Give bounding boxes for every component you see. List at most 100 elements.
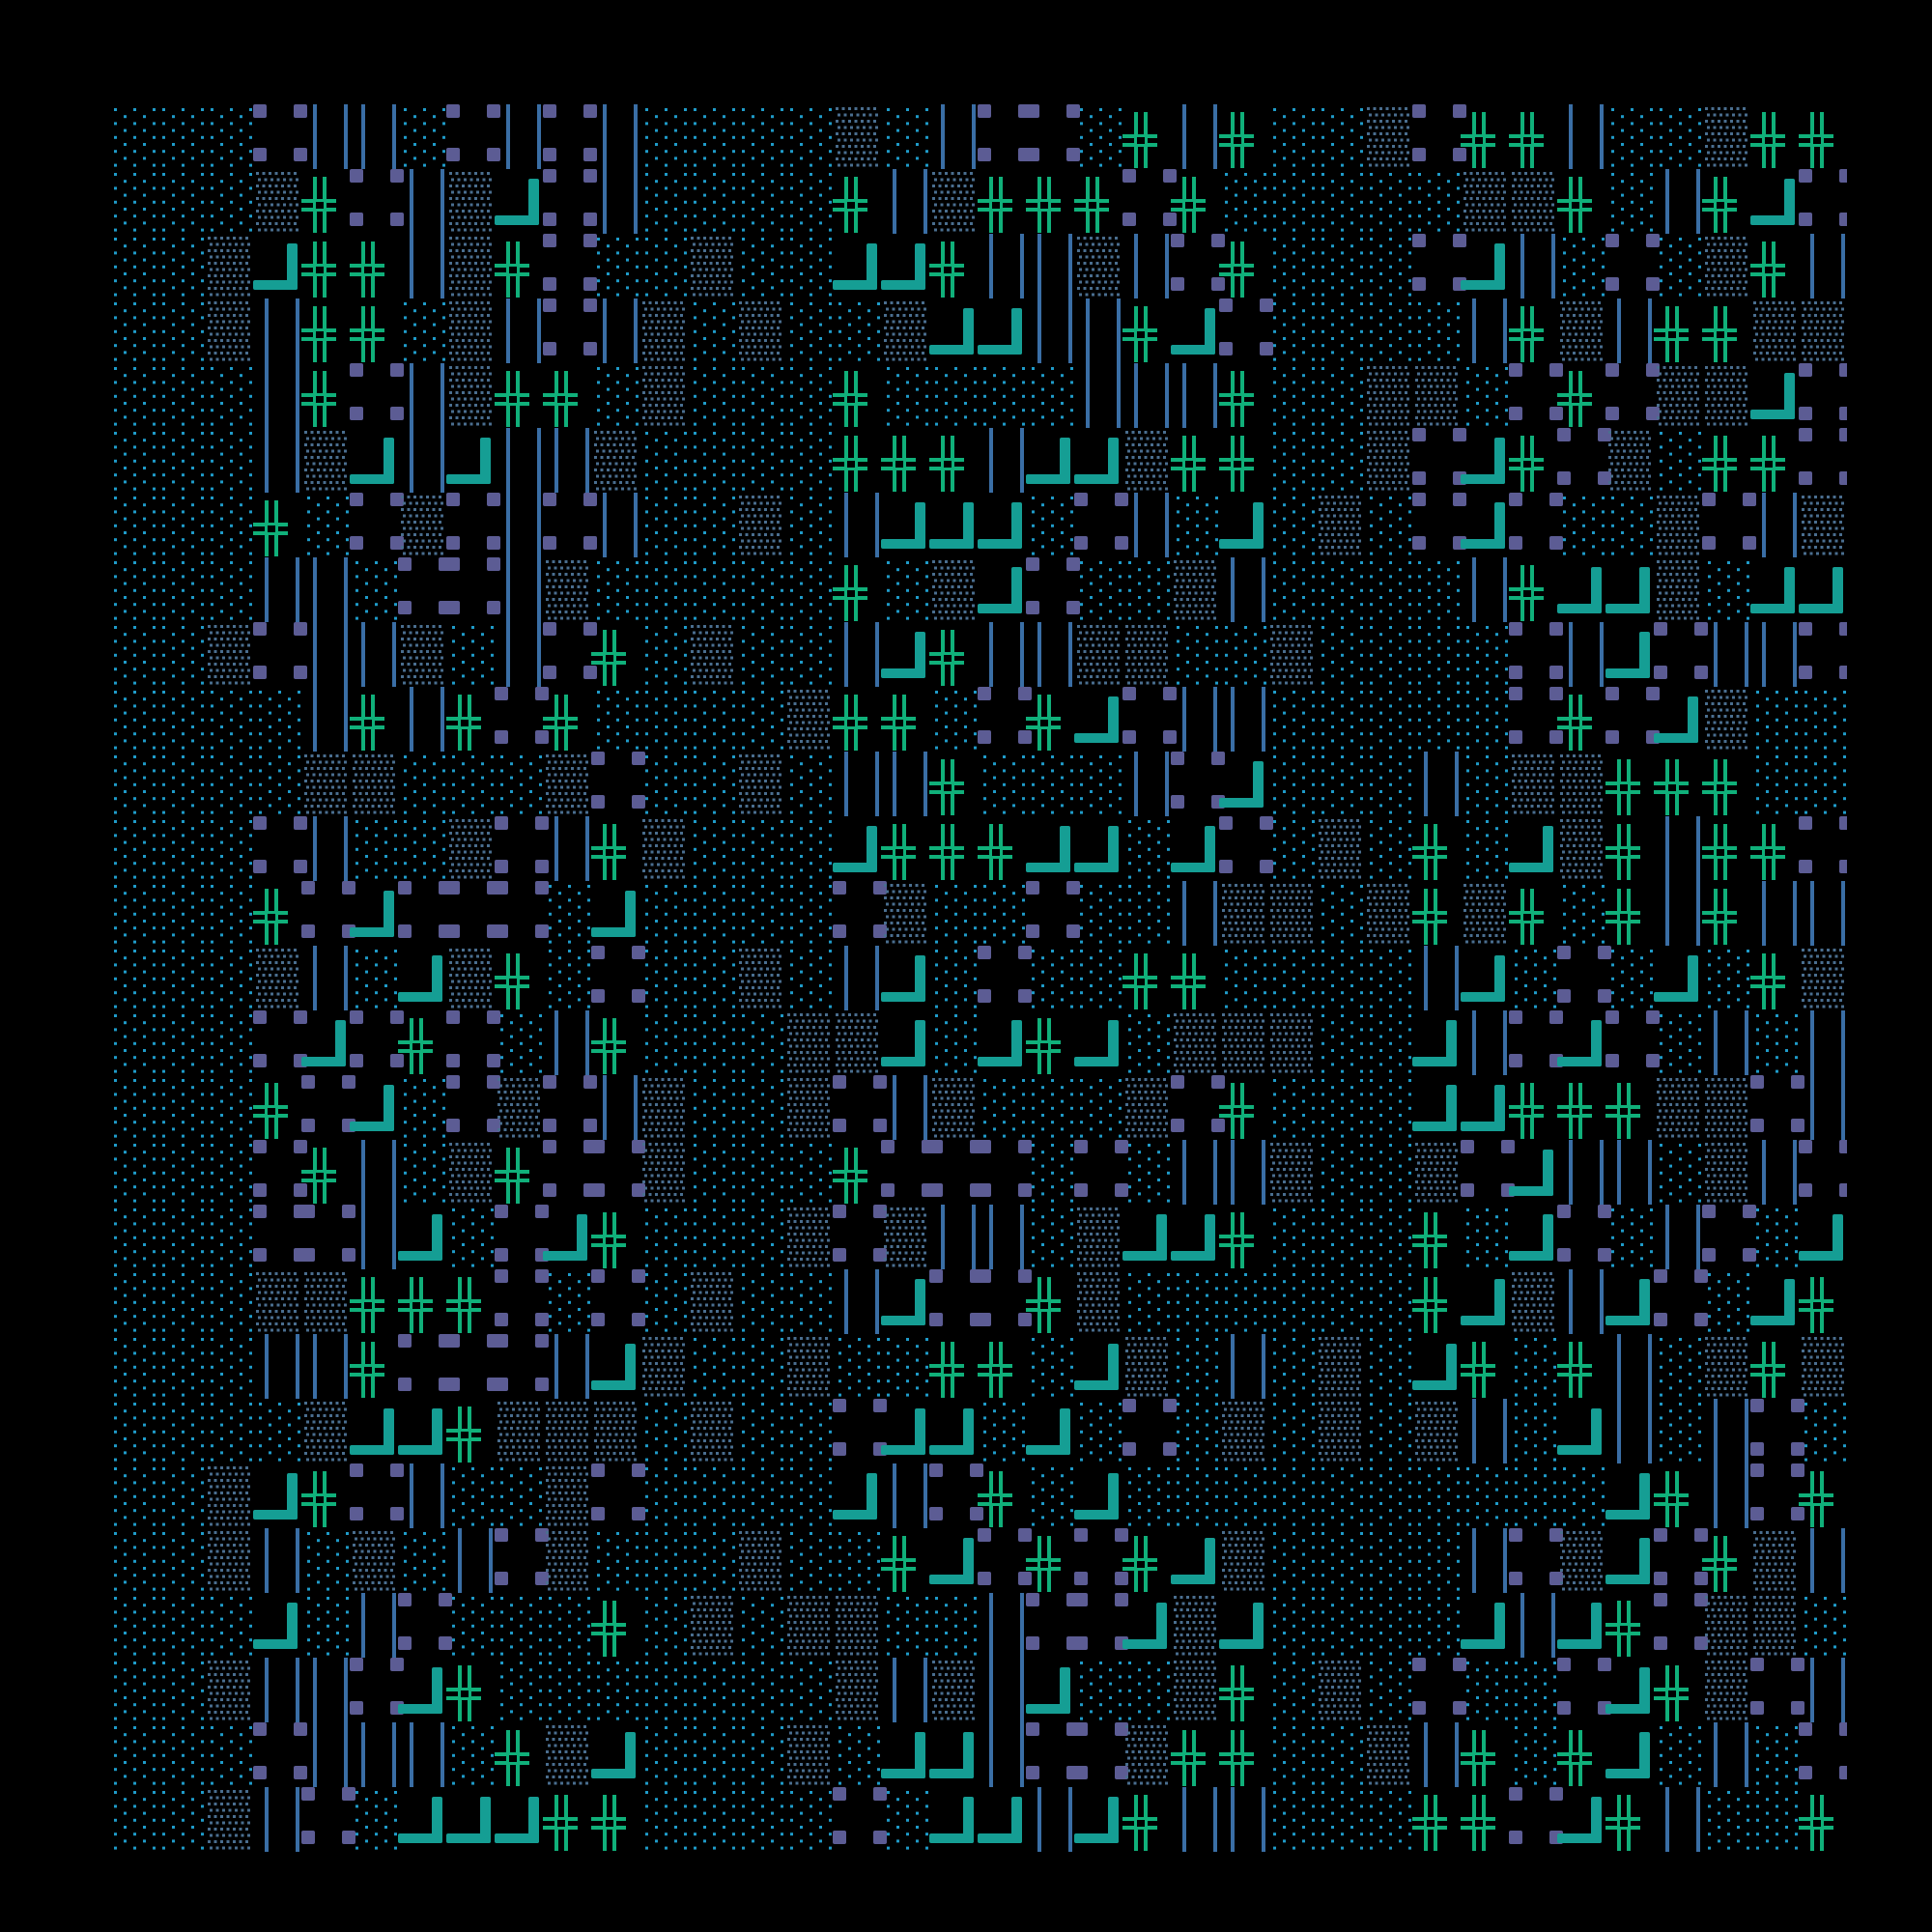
double-bar-tile [1412, 1722, 1461, 1787]
double-bar-tile [1654, 1787, 1702, 1852]
dense-dots-tile [591, 428, 639, 493]
double-bar-tile [1799, 1075, 1847, 1140]
sparse-dots-tile [1750, 687, 1799, 752]
sparse-dots-tile [108, 1787, 156, 1852]
sparse-dots-tile [1605, 946, 1654, 1010]
sparse-dots-tile [1412, 169, 1461, 234]
sparse-dots-tile [784, 428, 833, 493]
double-bar-tile [1702, 1010, 1750, 1075]
sparse-dots-tile [1026, 1205, 1074, 1269]
sparse-dots-tile [736, 1463, 784, 1528]
corner-squares-tile [543, 298, 597, 363]
dense-dots-tile [398, 622, 446, 687]
corner-squares-tile [978, 1140, 1032, 1205]
corner-squares-tile [833, 1075, 887, 1140]
sparse-dots-tile [1026, 1075, 1074, 1140]
dense-dots-tile [1654, 557, 1702, 622]
double-bar-tile [1605, 1399, 1654, 1463]
double-bar-tile [1605, 1334, 1654, 1399]
sparse-dots-tile [639, 169, 688, 234]
double-bar-tile [301, 946, 350, 1010]
corner-squares-tile [446, 1010, 500, 1075]
dense-dots-tile [784, 1205, 833, 1269]
sparse-dots-tile [1412, 1593, 1461, 1658]
double-cross-tile [1219, 428, 1267, 493]
sparse-dots-tile [1074, 1399, 1122, 1463]
double-bar-tile [1074, 298, 1122, 363]
sparse-dots-tile [108, 104, 156, 169]
double-cross-tile [1219, 1075, 1267, 1140]
dense-dots-tile [1702, 104, 1750, 169]
sparse-dots-tile [1702, 557, 1750, 622]
sparse-dots-tile [1267, 1269, 1316, 1334]
sparse-dots-tile [205, 1269, 253, 1334]
dense-dots-tile [736, 1528, 784, 1593]
sparse-dots-tile [929, 946, 978, 1010]
double-bar-tile [833, 752, 881, 816]
corner-tile [1605, 622, 1654, 687]
dense-dots-tile [1412, 1399, 1461, 1463]
corner-tile [1122, 1205, 1171, 1269]
double-bar-tile [350, 622, 398, 687]
double-bar-tile [350, 104, 398, 169]
double-cross-tile [929, 234, 978, 298]
double-cross-tile [929, 816, 978, 881]
dense-dots-tile [398, 493, 446, 557]
sparse-dots-tile [1461, 1463, 1509, 1528]
double-cross-tile [978, 816, 1026, 881]
sparse-dots-tile [108, 1334, 156, 1399]
double-bar-tile [301, 1722, 350, 1787]
corner-tile [881, 234, 929, 298]
corner-tile [1509, 1140, 1557, 1205]
corner-squares-tile [1654, 1269, 1708, 1334]
sparse-dots-tile [1412, 1463, 1461, 1528]
sparse-dots-tile [1412, 298, 1461, 363]
sparse-dots-tile [688, 1010, 736, 1075]
double-cross-tile [1461, 1787, 1509, 1852]
corner-squares-tile [543, 1140, 597, 1205]
double-bar-tile [1461, 298, 1509, 363]
double-cross-tile [1557, 169, 1605, 234]
corner-tile [929, 493, 978, 557]
double-bar-tile [978, 234, 1026, 298]
sparse-dots-tile [639, 557, 688, 622]
double-bar-tile [1122, 752, 1171, 816]
corner-tile [833, 816, 881, 881]
sparse-dots-tile [639, 881, 688, 946]
double-cross-tile [543, 687, 591, 752]
corner-squares-tile [446, 557, 500, 622]
dense-dots-tile [929, 1658, 978, 1722]
sparse-dots-tile [156, 622, 205, 687]
sparse-dots-tile [881, 1787, 929, 1852]
corner-tile [1461, 428, 1509, 493]
sparse-dots-tile [1364, 1399, 1412, 1463]
corner-tile [1461, 493, 1509, 557]
dense-dots-tile [446, 298, 495, 363]
sparse-dots-tile [205, 493, 253, 557]
double-cross-tile [446, 1658, 495, 1722]
double-bar-tile [1171, 687, 1219, 752]
sparse-dots-tile [108, 622, 156, 687]
corner-squares-tile [543, 1075, 597, 1140]
sparse-dots-tile [205, 1010, 253, 1075]
corner-squares-tile [1509, 622, 1563, 687]
double-cross-tile [1122, 1528, 1171, 1593]
sparse-dots-tile [1267, 752, 1316, 816]
sparse-dots-tile [688, 687, 736, 752]
double-bar-tile [543, 1010, 591, 1075]
corner-tile [1219, 752, 1267, 816]
sparse-dots-tile [1026, 1140, 1074, 1205]
double-bar-tile [1461, 557, 1509, 622]
double-cross-tile [1122, 104, 1171, 169]
double-cross-tile [1654, 1658, 1702, 1722]
corner-tile [398, 1787, 446, 1852]
double-bar-tile [591, 169, 639, 234]
corner-squares-tile [253, 1205, 307, 1269]
double-bar-tile [1219, 687, 1267, 752]
corner-squares-tile [978, 1269, 1032, 1334]
dense-dots-tile [1316, 1658, 1364, 1722]
sparse-dots-tile [1316, 1722, 1364, 1787]
double-cross-tile [929, 428, 978, 493]
double-cross-tile [1074, 169, 1122, 234]
double-cross-tile [1750, 428, 1799, 493]
